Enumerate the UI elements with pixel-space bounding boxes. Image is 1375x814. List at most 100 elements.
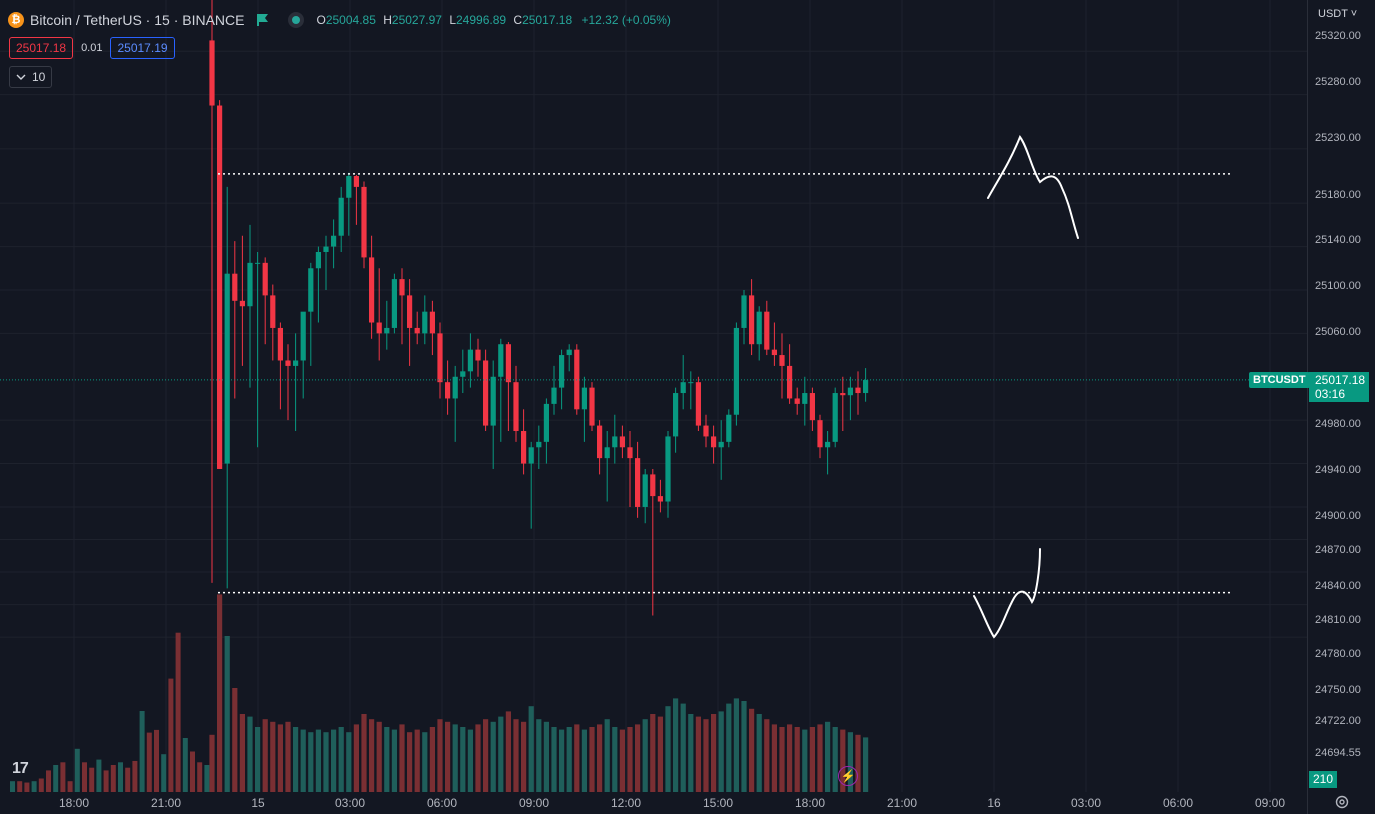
change-value: +12.32 (+0.05%)	[581, 13, 671, 27]
buy-button[interactable]: 25017.19	[110, 37, 175, 59]
volume-bar	[764, 719, 770, 792]
candle-body	[551, 387, 557, 404]
candle-body	[323, 246, 329, 252]
chart-grid	[0, 0, 1307, 792]
volume-bar	[627, 727, 633, 792]
volume-bar	[680, 703, 686, 792]
candle-body	[315, 251, 321, 269]
volume-bar	[204, 765, 210, 792]
volume-bar	[726, 703, 732, 792]
volume-bar	[391, 729, 397, 792]
sell-button[interactable]: 25017.18	[9, 37, 74, 59]
horizontal-levels[interactable]	[218, 173, 1230, 594]
volume-bar	[224, 636, 230, 792]
last-price-tag: 25017.18 03:16	[1309, 372, 1369, 402]
candle-body	[665, 436, 671, 502]
candle-body	[733, 327, 739, 415]
volume-bar	[384, 727, 390, 792]
volume-bar	[239, 714, 245, 792]
indicators-toggle[interactable]: 10	[9, 66, 53, 88]
drawing-up-sketch[interactable]	[987, 134, 1079, 239]
flag-icon[interactable]	[256, 13, 270, 27]
price-tick-label: 24810.00	[1315, 614, 1361, 626]
ohlc-values: O25004.85 H25027.97 L24996.89 C25017.18 …	[316, 13, 670, 27]
volume-bar	[293, 727, 299, 792]
price-tick-label: 25280.00	[1315, 76, 1361, 88]
volume-bar	[361, 714, 367, 792]
settings-gear-icon[interactable]	[1334, 794, 1350, 810]
currency-selector[interactable]: USDT ˅	[1318, 8, 1358, 20]
lightning-icon[interactable]: ⚡	[838, 766, 858, 786]
volume-bar	[353, 724, 359, 792]
candle-body	[255, 262, 261, 264]
drawing-down-sketch[interactable]	[973, 548, 1041, 639]
candle-body	[460, 371, 466, 377]
volume-bar	[262, 719, 268, 792]
volume-bar	[139, 711, 145, 792]
time-tick-label: 21:00	[887, 796, 917, 810]
volume-bar	[217, 594, 223, 792]
price-tick-label: 25180.00	[1315, 189, 1361, 201]
volume-bar	[566, 727, 572, 792]
candle-body	[239, 300, 245, 307]
candle-body	[657, 496, 663, 502]
price-tick-label: 24722.00	[1315, 715, 1361, 727]
volume-bar	[863, 737, 869, 792]
candle-body	[262, 262, 268, 296]
volume-bar	[581, 729, 587, 792]
time-tick-label: 18:00	[795, 796, 825, 810]
volume-bar	[528, 706, 534, 792]
low-label: L	[449, 13, 456, 27]
volume-bar	[847, 732, 853, 792]
candle-body	[528, 447, 534, 464]
volume-bar	[277, 724, 283, 792]
candle-body	[300, 311, 306, 361]
candle-body	[483, 360, 489, 426]
volume-bar	[53, 765, 59, 792]
volume-bar	[452, 724, 458, 792]
volume-bar	[60, 762, 66, 792]
volume-bar	[612, 727, 618, 792]
volume-bar	[182, 738, 188, 792]
market-status-icon[interactable]	[288, 12, 305, 28]
time-tick-label: 03:00	[335, 796, 365, 810]
price-tick-label: 24940.00	[1315, 464, 1361, 476]
volume-bar	[118, 762, 123, 792]
candle-body	[802, 393, 808, 404]
price-axis-labels: 25320.00 25280.00 25230.00 25180.00 25140.00…	[1315, 30, 1361, 790]
candle-body	[384, 327, 390, 334]
candle-body	[703, 425, 709, 437]
candle-body	[809, 393, 815, 421]
candle-body	[840, 393, 846, 396]
volume-bar	[168, 678, 174, 792]
volume-bar	[650, 714, 656, 792]
volume-bar	[270, 721, 276, 792]
trade-buttons: 25017.18 0.01 25017.19	[9, 37, 175, 59]
volume-bar	[67, 781, 73, 792]
tradingview-logo[interactable]: 17	[12, 760, 29, 777]
candle-body	[490, 376, 496, 426]
volume-bar	[232, 688, 238, 792]
candle-body	[391, 279, 397, 328]
candle-body	[277, 327, 283, 361]
volume-bar	[505, 711, 511, 792]
symbol-title[interactable]: Bitcoin / TetherUS · 15 · BINANCE	[30, 12, 245, 28]
candle-body	[597, 425, 603, 459]
volume-bar	[665, 706, 671, 792]
volume-bar	[513, 719, 519, 792]
volume-bar	[733, 698, 739, 792]
candle-body	[832, 393, 838, 442]
candle-body	[764, 311, 770, 350]
volume-bar	[82, 762, 87, 792]
candle-body	[429, 311, 435, 334]
volume-bar	[414, 729, 420, 792]
volume-bar	[703, 719, 709, 792]
candle-body	[270, 295, 276, 328]
volume-bar	[89, 767, 95, 792]
volume-bar	[154, 729, 159, 792]
candle-body	[650, 474, 656, 497]
volume-bar	[604, 719, 610, 792]
candle-body	[217, 105, 223, 469]
volume-bar	[817, 724, 823, 792]
